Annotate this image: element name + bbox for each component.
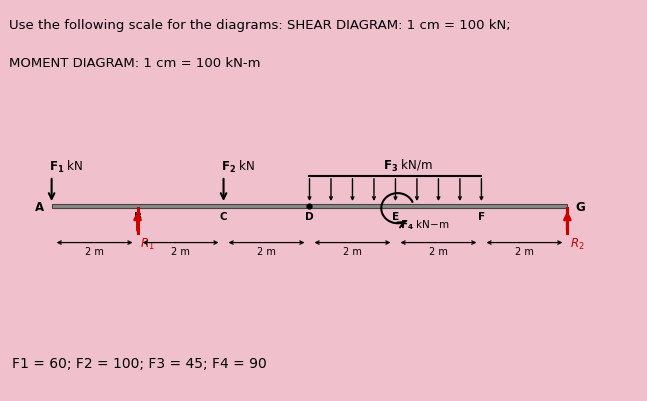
Text: 2 m: 2 m xyxy=(171,246,190,256)
Text: G: G xyxy=(575,200,585,213)
Text: $\mathbf{F_3}$ kN/m: $\mathbf{F_3}$ kN/m xyxy=(383,158,433,174)
Bar xyxy=(52,205,567,209)
Text: E: E xyxy=(392,211,399,221)
Text: $\mathbf{F_4}$ kN$-$m: $\mathbf{F_4}$ kN$-$m xyxy=(400,218,449,232)
Text: 2 m: 2 m xyxy=(85,246,104,256)
Text: Use the following scale for the diagrams: SHEAR DIAGRAM: 1 cm = 100 kN;: Use the following scale for the diagrams… xyxy=(9,18,511,32)
Text: MOMENT DIAGRAM: 1 cm = 100 kN-m: MOMENT DIAGRAM: 1 cm = 100 kN-m xyxy=(9,57,261,70)
Text: B: B xyxy=(133,211,142,221)
Text: 2 m: 2 m xyxy=(429,246,448,256)
Text: F: F xyxy=(478,211,485,221)
Text: F1 = 60; F2 = 100; F3 = 45; F4 = 90: F1 = 60; F2 = 100; F3 = 45; F4 = 90 xyxy=(12,356,267,371)
Text: $R_1$: $R_1$ xyxy=(140,236,155,251)
Text: 2 m: 2 m xyxy=(515,246,534,256)
Text: 2 m: 2 m xyxy=(343,246,362,256)
Text: $\mathbf{F_1}$ kN: $\mathbf{F_1}$ kN xyxy=(49,158,84,174)
Text: $\mathbf{F_2}$ kN: $\mathbf{F_2}$ kN xyxy=(221,158,256,174)
Text: 2 m: 2 m xyxy=(257,246,276,256)
Text: A: A xyxy=(35,200,44,213)
Text: D: D xyxy=(305,211,314,221)
Text: C: C xyxy=(220,211,227,221)
Text: $R_2$: $R_2$ xyxy=(570,236,584,251)
